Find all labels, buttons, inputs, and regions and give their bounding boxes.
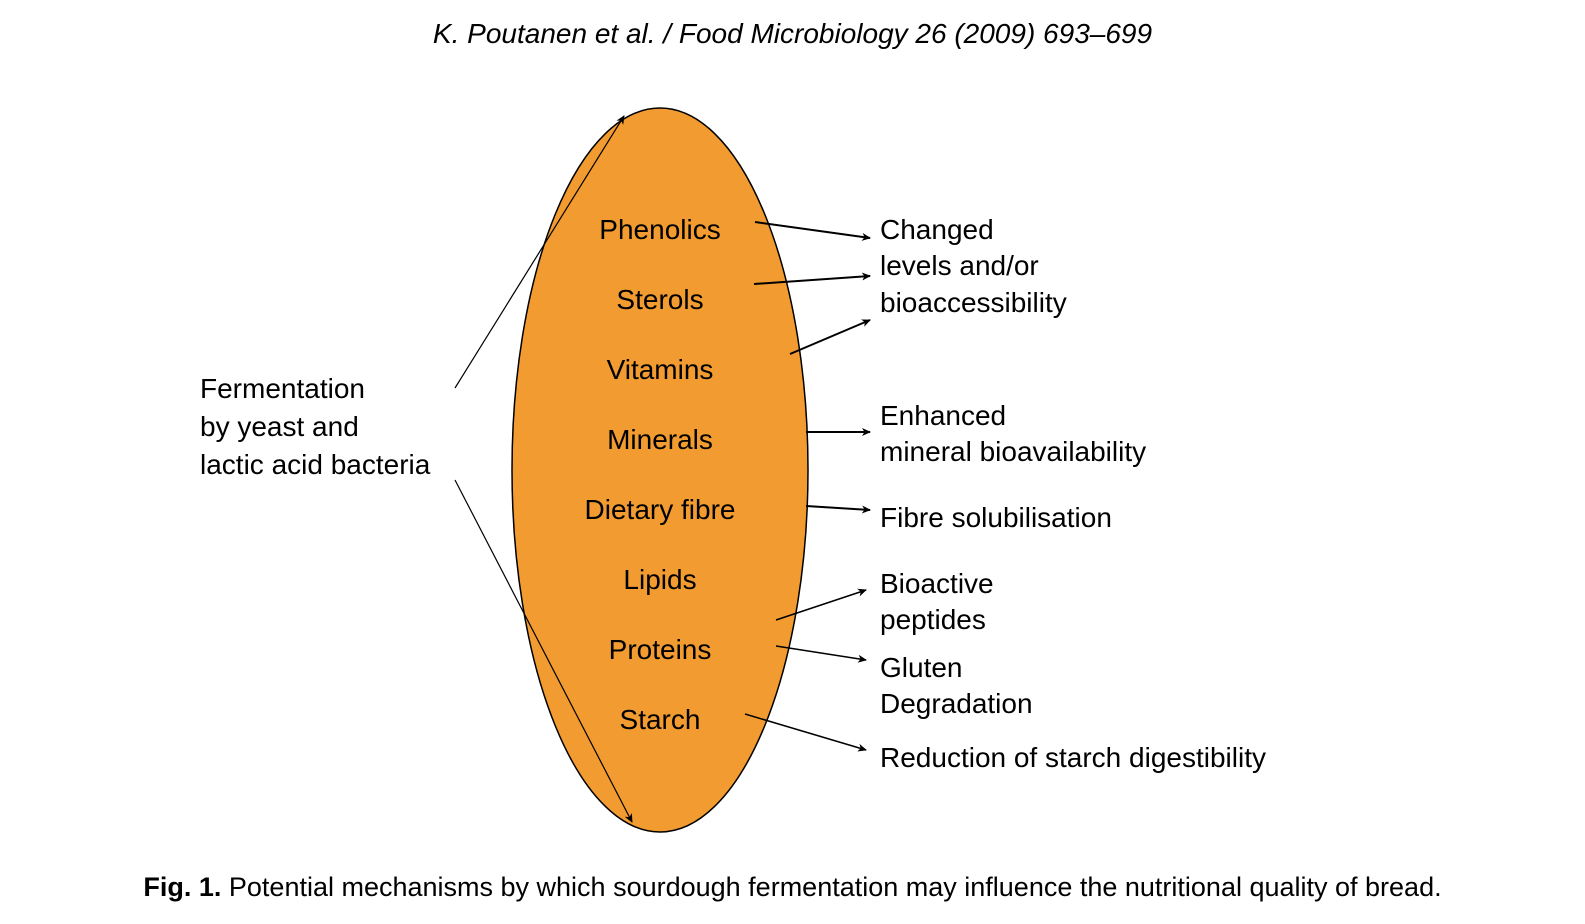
outcome-label-line: Enhanced [880, 398, 1146, 434]
ellipse-item: Sterols [520, 284, 800, 316]
ellipse-item-label: Proteins [609, 634, 712, 665]
ellipse-item: Starch [520, 704, 800, 736]
outcome-label-line: Fibre solubilisation [880, 500, 1112, 536]
ellipse-item-label: Dietary fibre [585, 494, 736, 525]
ellipse-item-label: Starch [620, 704, 701, 735]
outcome-label-line: Gluten [880, 650, 1033, 686]
ellipse-item: Minerals [520, 424, 800, 456]
fermentation-label-line: lactic acid bacteria [200, 446, 430, 484]
ellipse-item: Dietary fibre [520, 494, 800, 526]
outcome-label-line: bioaccessibility [880, 285, 1067, 321]
outcome-label: GlutenDegradation [880, 650, 1033, 723]
ellipse-item: Lipids [520, 564, 800, 596]
ellipse-item-label: Minerals [607, 424, 713, 455]
caption-text: Potential mechanisms by which sourdough … [221, 872, 1441, 902]
fermentation-label-line: by yeast and [200, 408, 430, 446]
caption-figure-number: Fig. 1. [143, 872, 221, 902]
outcome-label: Bioactivepeptides [880, 566, 994, 639]
arrow-line [790, 320, 870, 354]
figure-caption: Fig. 1. Potential mechanisms by which so… [0, 872, 1585, 903]
ellipse-item: Vitamins [520, 354, 800, 386]
ellipse-item-label: Sterols [616, 284, 703, 315]
ellipse-item: Proteins [520, 634, 800, 666]
outcome-label: Enhancedmineral bioavailability [880, 398, 1146, 471]
outcome-label-line: Changed [880, 212, 1067, 248]
ellipse-item: Phenolics [520, 214, 800, 246]
arrow-line [806, 506, 870, 510]
ellipse-item-label: Phenolics [599, 214, 720, 245]
outcome-label-line: levels and/or [880, 248, 1067, 284]
outcome-label-line: mineral bioavailability [880, 434, 1146, 470]
outcome-label: Reduction of starch digestibility [880, 740, 1266, 776]
outcome-label: Changedlevels and/orbioaccessibility [880, 212, 1067, 321]
outcome-label-line: peptides [880, 602, 994, 638]
fermentation-label: Fermentationby yeast andlactic acid bact… [200, 370, 430, 483]
ellipse-item-label: Lipids [623, 564, 696, 595]
fermentation-label-line: Fermentation [200, 370, 430, 408]
ellipse-item-label: Vitamins [607, 354, 714, 385]
outcome-label: Fibre solubilisation [880, 500, 1112, 536]
outcome-label-line: Bioactive [880, 566, 994, 602]
outcome-label-line: Reduction of starch digestibility [880, 740, 1266, 776]
outcome-label-line: Degradation [880, 686, 1033, 722]
